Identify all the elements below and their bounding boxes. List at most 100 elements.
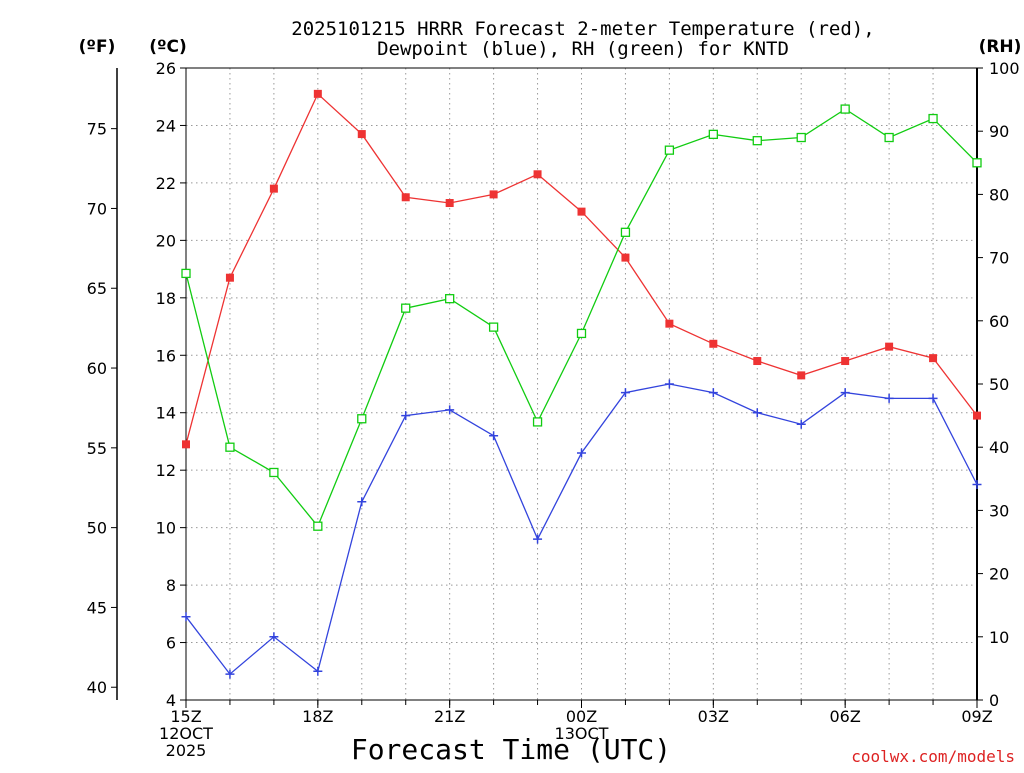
- temperature-point: [973, 411, 981, 420]
- temperature-point: [182, 440, 190, 449]
- rh-tick-label: 60: [989, 312, 1009, 331]
- celsius-tick-label: 10: [156, 519, 176, 538]
- rh-tick-label: 0: [989, 691, 999, 710]
- dewpoint-point: [708, 388, 718, 398]
- dewpoint-point: [181, 612, 191, 622]
- fahrenheit-tick-label: 40: [87, 678, 107, 697]
- rh-tick-label: 10: [989, 628, 1009, 647]
- rh-tick-label: 100: [989, 59, 1020, 78]
- credit-text: coolwx.com/models: [851, 747, 1015, 766]
- dewpoint-point: [620, 388, 630, 398]
- temperature-point: [797, 371, 806, 380]
- rh-tick-label: 70: [989, 249, 1009, 268]
- x-tick-label: 12OCT: [159, 724, 213, 743]
- celsius-tick-label: 18: [156, 289, 176, 308]
- rh-point: [752, 136, 762, 146]
- dewpoint-point: [752, 408, 762, 418]
- celsius-tick-label: 16: [156, 346, 176, 365]
- dewpoint-point: [357, 497, 367, 507]
- dewpoint-point: [664, 379, 674, 389]
- rh-tick-label: 20: [989, 565, 1009, 584]
- dewpoint-point: [840, 388, 850, 398]
- temperature-point: [445, 199, 454, 208]
- dewpoint-point: [445, 405, 455, 415]
- temperature-point: [577, 207, 586, 216]
- temperature-point: [665, 319, 674, 328]
- rh-point: [620, 227, 631, 237]
- temperature-point: [313, 89, 322, 98]
- celsius-tick-label: 26: [156, 59, 176, 78]
- fahrenheit-tick-label: 75: [87, 120, 107, 139]
- temperature-point: [357, 130, 366, 139]
- dewpoint-point: [313, 666, 323, 676]
- temperature-point: [533, 170, 542, 179]
- dewpoint-point: [269, 632, 279, 642]
- dewpoint-point: [928, 393, 938, 403]
- celsius-tick-label: 12: [156, 461, 176, 480]
- temperature-point: [621, 253, 630, 262]
- x-tick-label: 2025: [166, 741, 207, 760]
- dewpoint-point: [533, 534, 543, 544]
- rh-point: [532, 417, 543, 427]
- dewpoint-point: [884, 393, 894, 403]
- rh-tick-label: 90: [989, 122, 1009, 141]
- dewpoint-point: [972, 480, 982, 490]
- rh-point: [357, 414, 367, 424]
- temperature-point: [489, 190, 498, 199]
- temperature-point: [841, 357, 850, 366]
- chart-series: [181, 89, 982, 679]
- dewpoint-point: [489, 431, 499, 441]
- chart-title-line2: Dewpoint (blue), RH (green) for KNTD: [377, 38, 789, 60]
- fahrenheit-tick-label: 65: [87, 279, 107, 298]
- rh-point: [269, 467, 279, 478]
- rh-point: [181, 268, 191, 279]
- fahrenheit-tick-label: 55: [87, 439, 107, 458]
- celsius-tick-label: 20: [156, 231, 176, 250]
- x-tick-label: 15Z: [170, 707, 201, 726]
- x-tick-label: 03Z: [698, 707, 729, 726]
- celsius-unit-label: (ºC): [149, 37, 187, 57]
- rh-unit-label: (RH): [979, 37, 1022, 57]
- grid-lines: [186, 68, 977, 700]
- x-tick-label: 09Z: [961, 707, 992, 726]
- celsius-tick-label: 6: [166, 634, 176, 653]
- rh-tick-label: 40: [989, 438, 1009, 457]
- x-tick-label: 00Z: [566, 707, 597, 726]
- rh-point: [401, 303, 411, 313]
- rh-tick-label: 80: [989, 185, 1009, 204]
- temperature-point: [929, 354, 938, 363]
- temperature-point: [885, 342, 894, 351]
- temperature-point: [709, 339, 718, 348]
- rh-point: [576, 328, 587, 339]
- temperature-point: [269, 184, 278, 193]
- rh-point: [972, 158, 982, 168]
- rh-point: [313, 521, 323, 531]
- celsius-tick-label: 4: [166, 691, 176, 710]
- rh-point: [796, 132, 806, 143]
- x-axis-label: Forecast Time (UTC): [351, 733, 671, 766]
- temperature-point: [753, 357, 762, 366]
- rh-tick-label: 50: [989, 375, 1009, 394]
- dewpoint-point: [577, 448, 586, 458]
- rh-point: [884, 132, 894, 143]
- fahrenheit-tick-label: 70: [87, 199, 107, 218]
- dewpoint-point: [225, 669, 235, 679]
- fahrenheit-tick-label: 45: [87, 598, 107, 617]
- fahrenheit-tick-label: 60: [87, 359, 107, 378]
- dewpoint-point: [796, 419, 806, 429]
- fahrenheit-tick-label: 50: [87, 519, 107, 538]
- x-tick-label: 06Z: [830, 707, 861, 726]
- chart-title-line1: 2025101215 HRRR Forecast 2-meter Tempera…: [291, 18, 874, 40]
- x-tick-label: 13OCT: [555, 724, 609, 743]
- rh-tick-label: 30: [989, 501, 1009, 520]
- chart-axes: 4 6 8 10 12 14 16 18 20 22 24 26 40 45 50 55 60 65 70 75 0 10…: [87, 59, 1020, 760]
- rh-point: [225, 442, 235, 452]
- x-tick-label: 18Z: [302, 707, 333, 726]
- rh-point: [664, 145, 675, 155]
- celsius-tick-label: 24: [156, 116, 176, 135]
- dewpoint-point: [401, 411, 411, 421]
- rh-point: [445, 294, 455, 304]
- rh-point: [708, 129, 718, 140]
- fahrenheit-unit-label: (ºF): [79, 37, 116, 57]
